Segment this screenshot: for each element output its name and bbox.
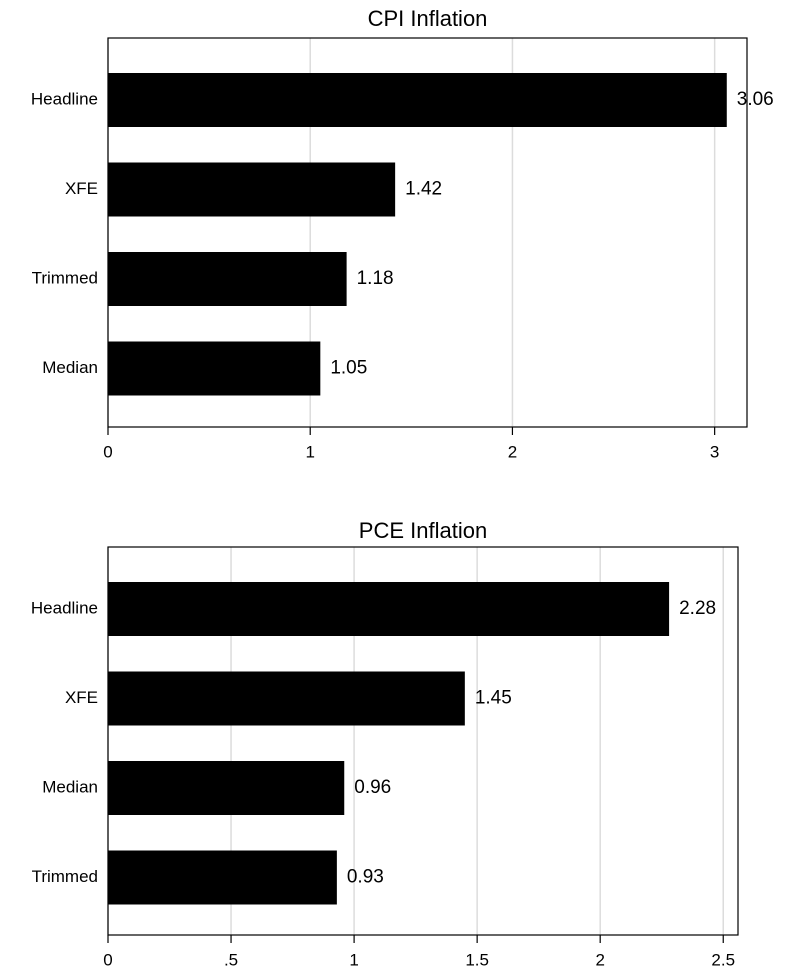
y-tick-label: Trimmed — [32, 867, 98, 886]
bar — [108, 252, 347, 306]
bar — [108, 761, 345, 815]
value-label: 1.18 — [357, 268, 394, 289]
y-tick-label: XFE — [65, 179, 98, 198]
value-label: 2.28 — [679, 598, 716, 619]
x-tick-label: 1 — [349, 950, 358, 969]
plot-frame — [107, 546, 739, 936]
value-label: 1.05 — [330, 358, 367, 379]
y-tick-label: Headline — [31, 89, 98, 108]
value-label: 1.45 — [475, 688, 512, 709]
x-tick-label: 1 — [305, 442, 314, 461]
x-tick-label: 0 — [103, 950, 112, 969]
y-tick-label: Median — [42, 777, 98, 796]
x-tick-label: 2.5 — [711, 950, 735, 969]
x-tick-label: .5 — [224, 950, 238, 969]
value-label: 0.93 — [347, 867, 384, 888]
bar — [108, 671, 465, 726]
x-tick-label: 3 — [710, 442, 719, 461]
y-tick-label: Median — [42, 358, 98, 377]
x-tick-label: 2 — [508, 442, 517, 461]
y-tick-label: XFE — [65, 688, 98, 707]
y-tick-label: Headline — [31, 598, 98, 617]
value-label: 3.06 — [737, 89, 774, 110]
x-tick-label: 1.5 — [465, 950, 489, 969]
y-tick-label: Trimmed — [32, 268, 98, 287]
bar — [108, 341, 321, 396]
value-label: 0.96 — [354, 777, 391, 798]
bar — [108, 582, 670, 636]
value-label: 1.42 — [405, 179, 442, 200]
bar — [108, 850, 337, 905]
chart-title: PCE Inflation — [359, 518, 487, 543]
bar — [108, 162, 396, 217]
plot-frame — [107, 37, 748, 428]
bar — [108, 73, 727, 127]
x-tick-label: 0 — [103, 442, 112, 461]
chart-title: CPI Inflation — [368, 6, 488, 31]
x-tick-label: 2 — [595, 950, 604, 969]
